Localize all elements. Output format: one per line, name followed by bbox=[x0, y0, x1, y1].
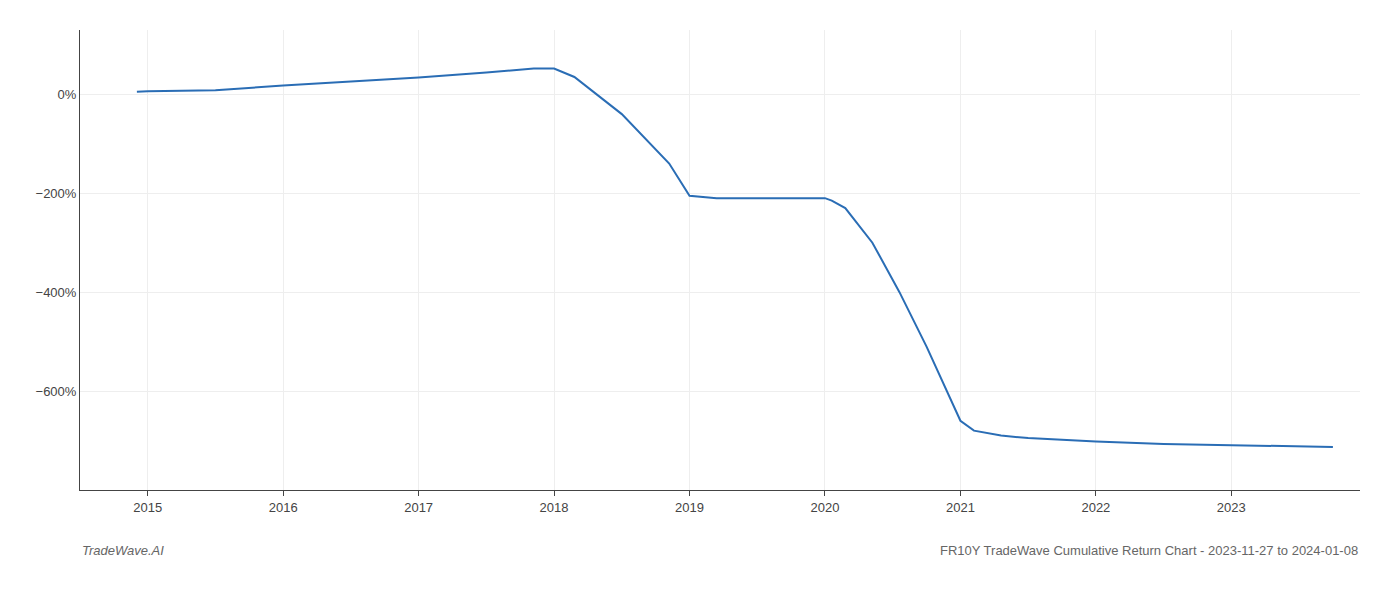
svg-text:TradeWave.AI: TradeWave.AI bbox=[82, 543, 164, 558]
svg-text:2017: 2017 bbox=[404, 500, 433, 515]
svg-text:2021: 2021 bbox=[946, 500, 975, 515]
svg-text:0%: 0% bbox=[58, 87, 77, 102]
svg-text:−400%: −400% bbox=[36, 285, 77, 300]
svg-text:2018: 2018 bbox=[540, 500, 569, 515]
svg-text:−200%: −200% bbox=[36, 186, 77, 201]
svg-text:2019: 2019 bbox=[675, 500, 704, 515]
svg-text:2016: 2016 bbox=[269, 500, 298, 515]
svg-text:−600%: −600% bbox=[36, 384, 77, 399]
svg-text:2020: 2020 bbox=[811, 500, 840, 515]
svg-text:2015: 2015 bbox=[133, 500, 162, 515]
svg-text:2023: 2023 bbox=[1217, 500, 1246, 515]
svg-text:FR10Y TradeWave Cumulative Ret: FR10Y TradeWave Cumulative Return Chart … bbox=[940, 543, 1358, 558]
svg-text:2022: 2022 bbox=[1081, 500, 1110, 515]
